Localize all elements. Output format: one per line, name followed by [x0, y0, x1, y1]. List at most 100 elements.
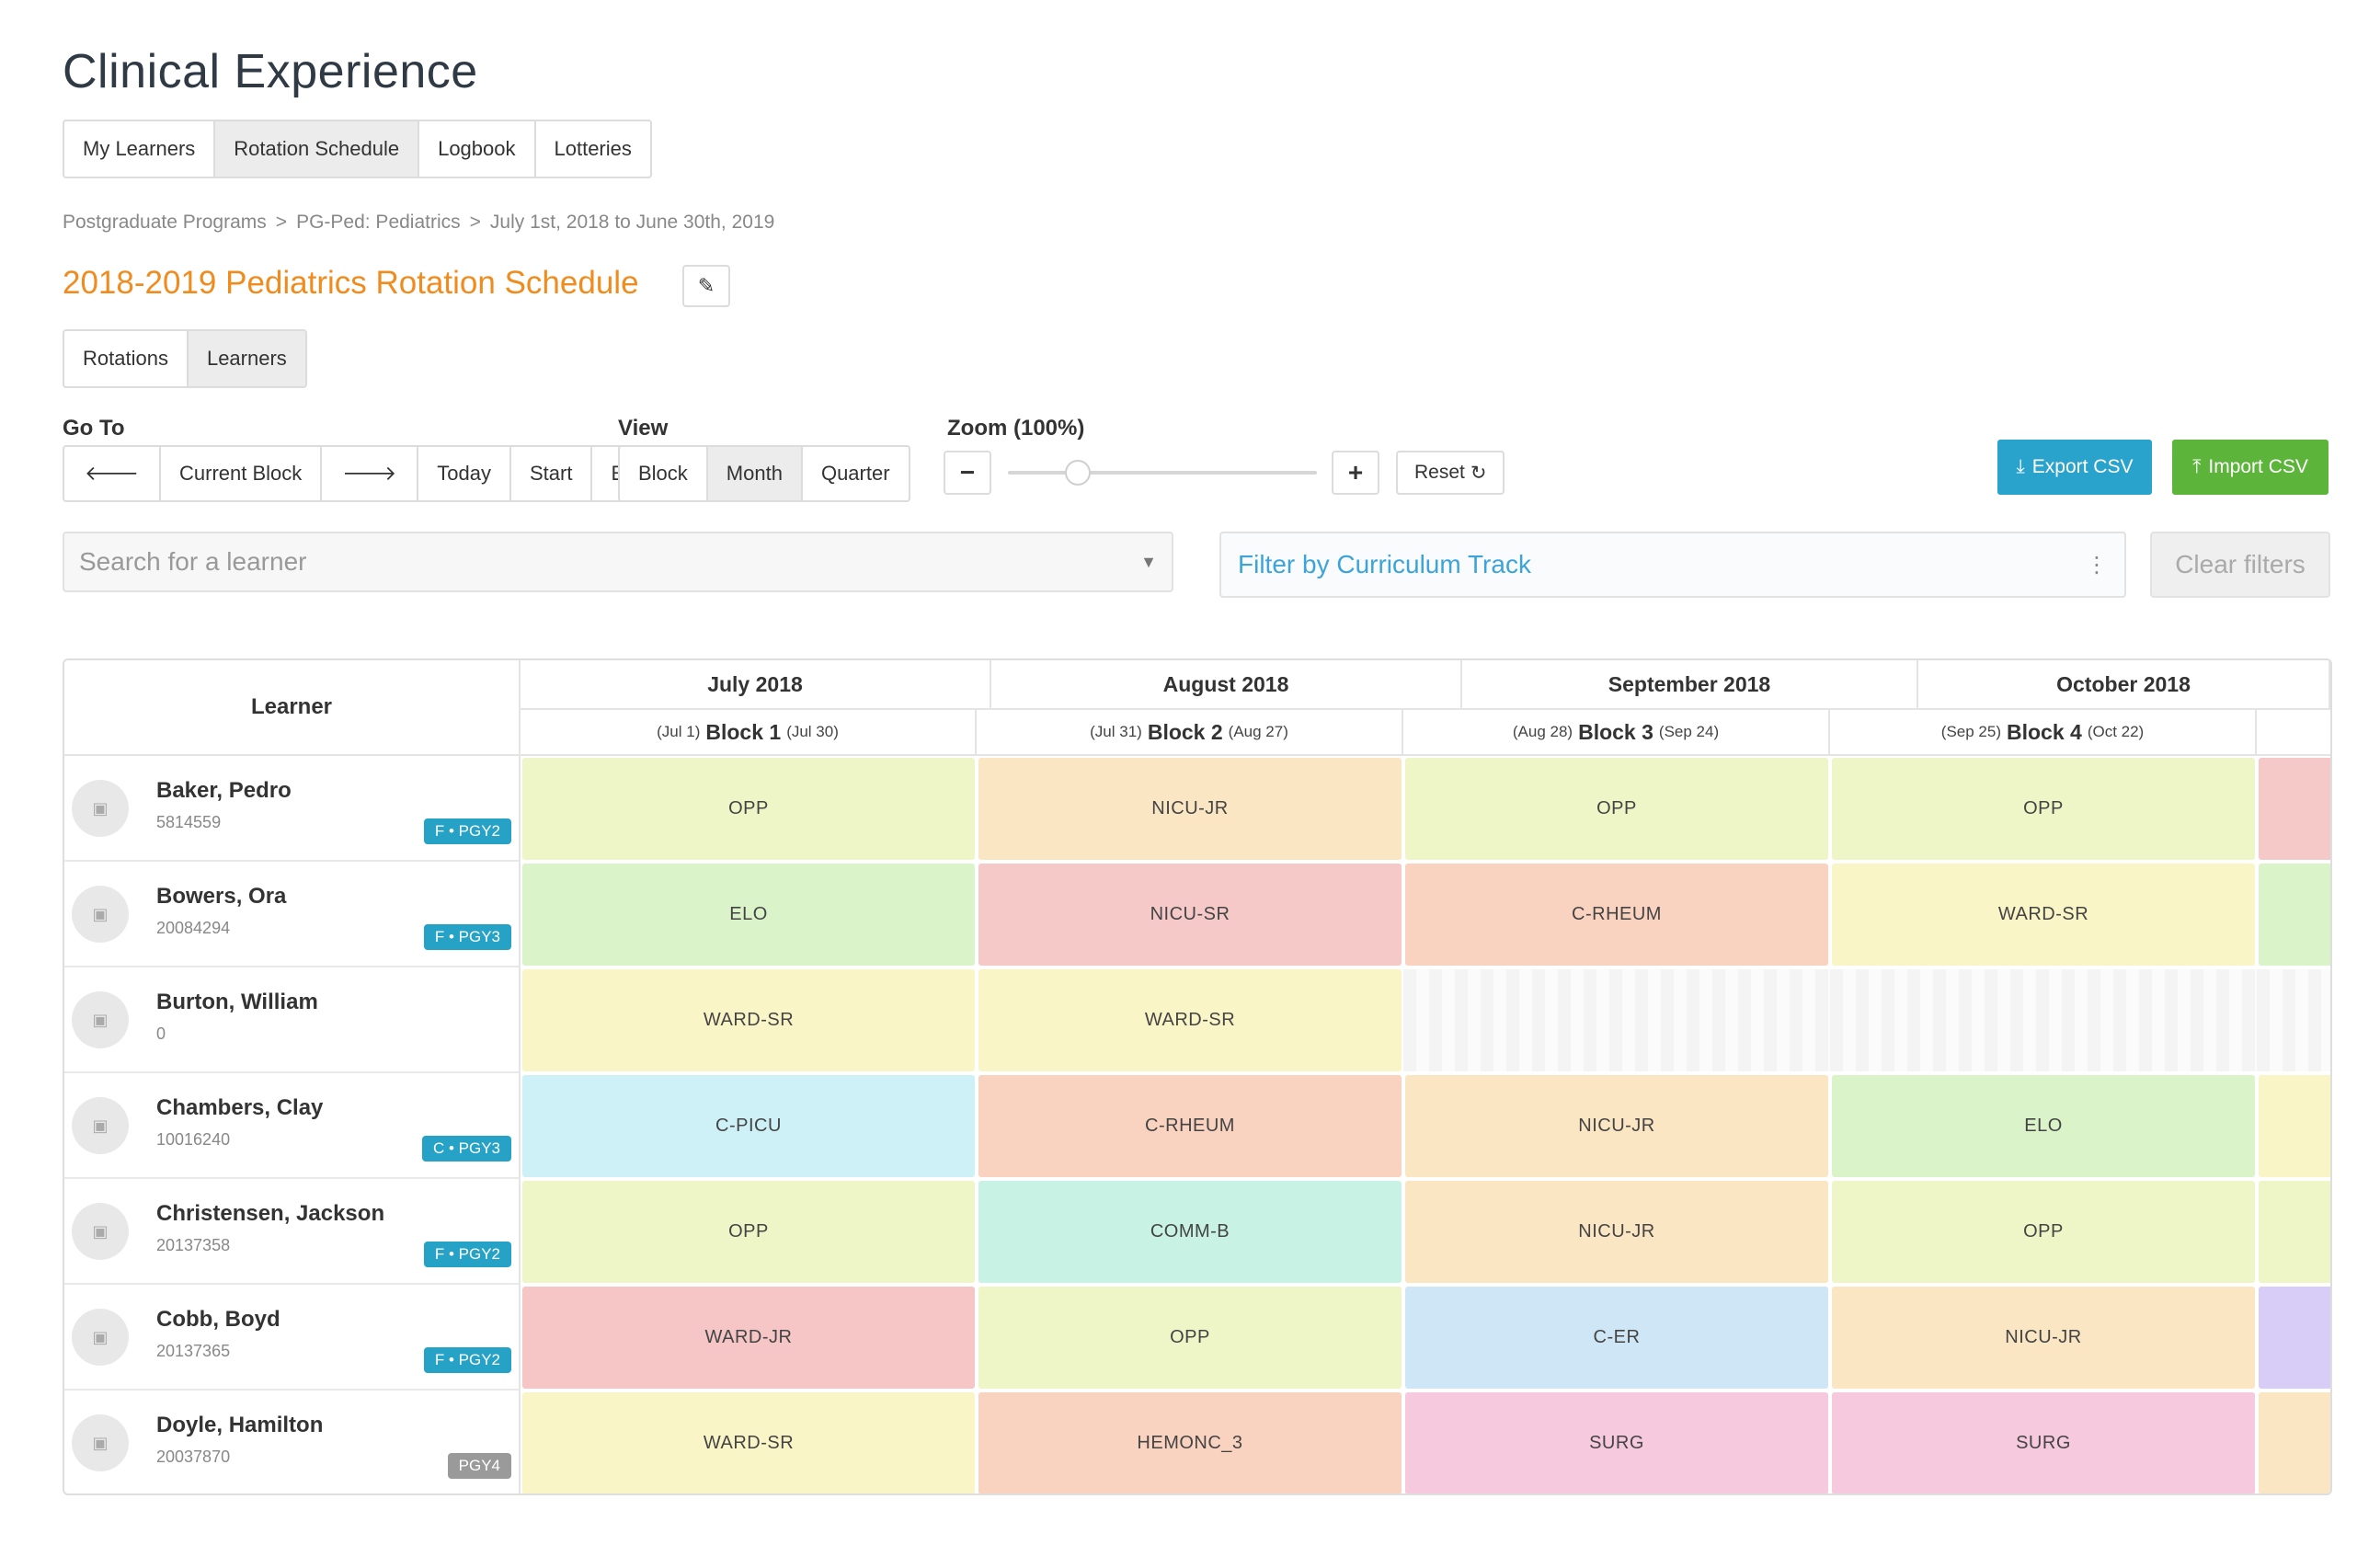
empty-rotation-slot[interactable]: [1403, 969, 1830, 1071]
block-header: (Jul 1) Block 1 (Jul 30): [521, 710, 977, 756]
rotation-cell[interactable]: NICU-SR: [978, 864, 1402, 966]
rotation-cell[interactable]: OPP: [1832, 1181, 2255, 1283]
previous-block-button[interactable]: 🡐: [63, 445, 161, 502]
zoom-in-button[interactable]: +: [1332, 451, 1379, 495]
learner-id: 20037870: [156, 1448, 231, 1466]
view-block-button[interactable]: Block: [618, 445, 708, 502]
learner-id: 5814559: [156, 813, 222, 831]
rotation-cell[interactable]: SURG: [1832, 1392, 2255, 1494]
tab-rotations[interactable]: Rotations: [63, 329, 189, 388]
rotation-cell-partial[interactable]: [2259, 1392, 2330, 1494]
rotation-cell[interactable]: WARD-SR: [522, 1392, 975, 1494]
avatar: ▣: [72, 1097, 129, 1154]
rotation-cell[interactable]: C-RHEUM: [1405, 864, 1828, 966]
month-header: October 2018: [1918, 660, 2330, 710]
export-csv-button[interactable]: ⤓ Export CSV: [1997, 440, 2152, 495]
learner-search-select[interactable]: Search for a learner ▼: [63, 532, 1173, 592]
rotation-cell[interactable]: C-ER: [1405, 1287, 1828, 1389]
learner-name[interactable]: Christensen, Jackson: [156, 1201, 385, 1226]
image-placeholder-icon: ▣: [92, 1433, 109, 1452]
rotation-cell-partial[interactable]: [2259, 864, 2330, 966]
import-csv-button[interactable]: ⤒ Import CSV: [2172, 440, 2329, 495]
rotation-cell-partial[interactable]: [2259, 758, 2330, 860]
learner-row[interactable]: ▣ Chambers, Clay 10016240 C • PGY3: [64, 1073, 521, 1179]
learner-row[interactable]: ▣ Bowers, Ora 20084294 F • PGY3: [64, 862, 521, 967]
tab-learners[interactable]: Learners: [186, 329, 307, 388]
learner-name[interactable]: Bowers, Ora: [156, 884, 287, 909]
learner-level-badge: PGY4: [447, 1453, 511, 1479]
block-end-date: (Oct 22): [2087, 723, 2145, 740]
rotation-cell[interactable]: C-RHEUM: [978, 1075, 1402, 1177]
rotation-cell[interactable]: NICU-JR: [1405, 1181, 1828, 1283]
rotation-cell[interactable]: OPP: [522, 758, 975, 860]
view-quarter-button[interactable]: Quarter: [800, 445, 910, 502]
breadcrumb-separator: >: [469, 212, 481, 233]
rotation-cell-partial[interactable]: [2259, 1075, 2330, 1177]
rotation-cell-partial[interactable]: [2259, 1181, 2330, 1283]
breadcrumb-item-programs[interactable]: Postgraduate Programs: [63, 212, 267, 233]
edit-schedule-button[interactable]: ✎: [682, 265, 730, 307]
block-start-date: (Sep 25): [1940, 723, 2001, 740]
rotation-cell[interactable]: OPP: [522, 1181, 975, 1283]
learner-row[interactable]: ▣ Christensen, Jackson 20137358 F • PGY2: [64, 1179, 521, 1285]
rotation-cell[interactable]: COMM-B: [978, 1181, 1402, 1283]
arrow-left-icon: 🡐: [85, 462, 139, 485]
block-end-date: (Sep 24): [1658, 723, 1720, 740]
rotation-cell[interactable]: NICU-JR: [1405, 1075, 1828, 1177]
learner-row[interactable]: ▣ Burton, William 0: [64, 967, 521, 1073]
image-placeholder-icon: ▣: [92, 1116, 109, 1135]
goto-controls: 🡐 Current Block 🡒 Today Start End: [63, 445, 668, 502]
zoom-slider-handle[interactable]: [1065, 460, 1091, 486]
start-button[interactable]: Start: [509, 445, 593, 502]
view-month-button[interactable]: Month: [705, 445, 803, 502]
learner-name[interactable]: Cobb, Boyd: [156, 1307, 280, 1332]
tab-my-learners[interactable]: My Learners: [63, 120, 216, 178]
tab-lotteries[interactable]: Lotteries: [533, 120, 652, 178]
learner-name[interactable]: Baker, Pedro: [156, 778, 292, 803]
rotation-cell[interactable]: WARD-SR: [522, 969, 975, 1071]
rotation-cell[interactable]: WARD-JR: [522, 1287, 975, 1389]
rotation-cell[interactable]: OPP: [1405, 758, 1828, 860]
empty-rotation-slot[interactable]: [1830, 969, 2257, 1071]
clear-filters-button[interactable]: Clear filters: [2150, 532, 2330, 598]
learner-name[interactable]: Burton, William: [156, 990, 318, 1014]
learner-name[interactable]: Chambers, Clay: [156, 1095, 324, 1120]
rotation-cell[interactable]: WARD-SR: [1832, 864, 2255, 966]
rotation-schedule-grid: Learner July 2018 August 2018 September 20…: [63, 658, 2332, 1495]
rotation-cell[interactable]: SURG: [1405, 1392, 1828, 1494]
rotation-cell[interactable]: NICU-JR: [978, 758, 1402, 860]
rotation-cell[interactable]: HEMONC_3: [978, 1392, 1402, 1494]
rotation-cell-partial[interactable]: [2259, 1287, 2330, 1389]
rotation-cell[interactable]: WARD-SR: [978, 969, 1402, 1071]
learner-id: 20137365: [156, 1342, 231, 1360]
curriculum-track-filter[interactable]: Filter by Curriculum Track ⋮: [1219, 532, 2126, 598]
tab-rotation-schedule[interactable]: Rotation Schedule: [213, 120, 420, 178]
empty-rotation-slot[interactable]: [2257, 969, 2330, 1071]
learner-id: 10016240: [156, 1130, 231, 1149]
filter-placeholder: Filter by Curriculum Track: [1238, 550, 1531, 578]
rotation-cell[interactable]: ELO: [1832, 1075, 2255, 1177]
learner-row[interactable]: ▣ Baker, Pedro 5814559 F • PGY2: [64, 756, 521, 862]
next-block-button[interactable]: 🡒: [320, 445, 419, 502]
learner-row[interactable]: ▣ Cobb, Boyd 20137365 F • PGY2: [64, 1285, 521, 1390]
learner-row[interactable]: ▣ Doyle, Hamilton 20037870 PGY4: [64, 1390, 521, 1494]
image-placeholder-icon: ▣: [92, 1221, 109, 1241]
block-name: Block 3: [1578, 719, 1653, 744]
upload-icon: ⤒: [2192, 456, 2202, 477]
rotation-cell[interactable]: C-PICU: [522, 1075, 975, 1177]
rotation-cell[interactable]: OPP: [978, 1287, 1402, 1389]
today-button[interactable]: Today: [417, 445, 511, 502]
rotation-cell[interactable]: ELO: [522, 864, 975, 966]
zoom-slider-track[interactable]: [1008, 471, 1317, 475]
zoom-out-button[interactable]: −: [944, 451, 991, 495]
breadcrumb-item-program[interactable]: PG-Ped: Pediatrics: [296, 212, 461, 233]
block-end-date: (Aug 27): [1228, 723, 1288, 740]
rotation-cell[interactable]: NICU-JR: [1832, 1287, 2255, 1389]
reset-label: Reset: [1414, 462, 1465, 483]
reset-zoom-button[interactable]: Reset ↻: [1396, 451, 1505, 495]
learner-name[interactable]: Doyle, Hamilton: [156, 1413, 324, 1437]
learner-level-badge: F • PGY2: [423, 818, 511, 844]
current-block-button[interactable]: Current Block: [159, 445, 323, 502]
tab-logbook[interactable]: Logbook: [418, 120, 536, 178]
rotation-cell[interactable]: OPP: [1832, 758, 2255, 860]
